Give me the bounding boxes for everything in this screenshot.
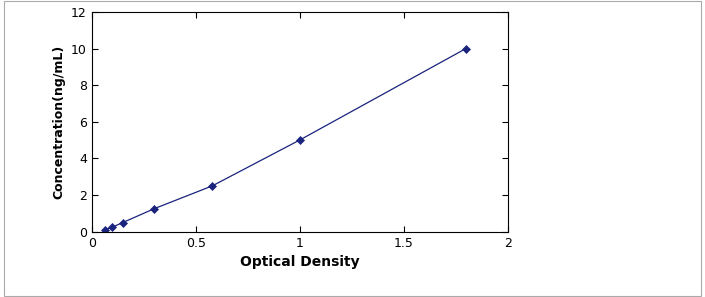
Y-axis label: Concentration(ng/mL): Concentration(ng/mL): [52, 45, 66, 199]
X-axis label: Optical Density: Optical Density: [240, 255, 360, 269]
